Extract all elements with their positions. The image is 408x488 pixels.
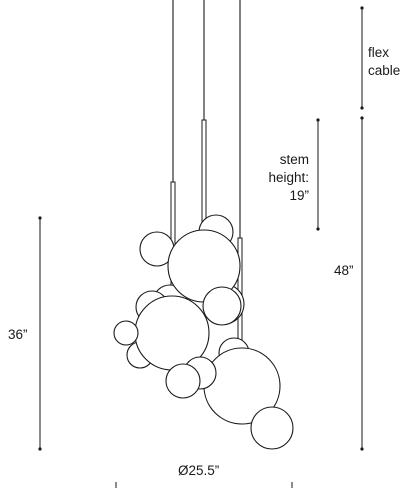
stem-height-label-line3: 19” — [289, 188, 309, 203]
stem-height-label: stem height: 19” — [268, 151, 309, 205]
globe — [202, 286, 242, 326]
dimension-lines — [38, 6, 364, 488]
globe — [250, 406, 294, 450]
diameter-label: Ø25.5” — [178, 463, 220, 478]
flex-cable-label-line1: flex — [368, 45, 390, 60]
globe — [113, 320, 139, 346]
fixture-height-label: 36” — [8, 327, 28, 342]
globes — [113, 214, 294, 450]
stem-height-label-line1: stem — [279, 152, 309, 167]
flex-cable-label-line2: cable — [368, 63, 401, 78]
globe — [165, 363, 201, 399]
total-height-label: 48” — [334, 263, 354, 278]
stem-height-label-line2: height: — [268, 170, 309, 185]
flex-cables — [172, 0, 241, 238]
stem-middle — [201, 119, 207, 231]
flex-cable-label: flex cable — [368, 44, 400, 80]
